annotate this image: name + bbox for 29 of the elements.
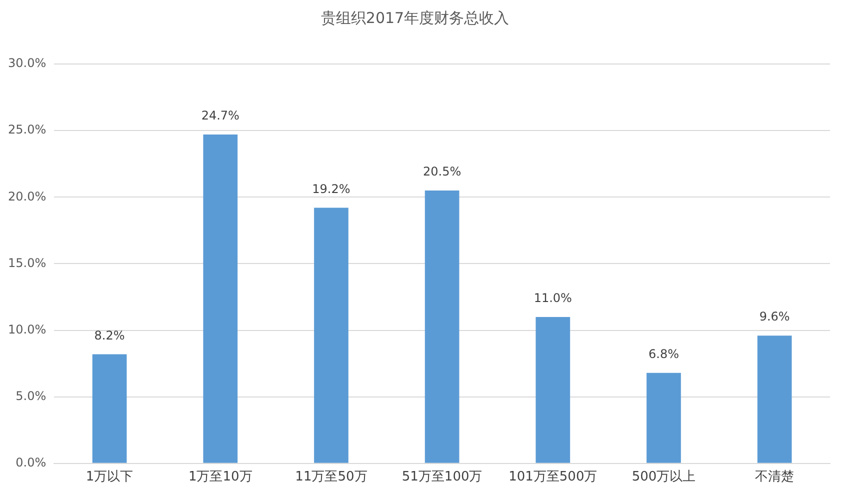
x-tick-label: 1万至10万 [188,470,252,485]
y-tick-label: 15.0% [8,256,46,270]
y-tick-label: 5.0% [16,388,46,403]
data-label: 8.2% [94,328,125,342]
data-label: 20.5% [423,164,462,179]
bar [92,354,127,463]
data-label: 9.6% [759,310,790,324]
chart-title: 贵组织2017年度财务总收入 [320,8,510,27]
x-tick-label: 51万至100万 [402,470,482,485]
bar [203,134,238,463]
bar [536,316,570,463]
x-tick-label: 11万至50万 [295,470,368,485]
bar [314,208,348,463]
y-tick-label: 25.0% [8,122,46,137]
x-tick-label: 不清楚 [755,470,794,485]
x-tick-label: 500万以上 [632,470,696,485]
x-tick-label: 101万至500万 [508,470,598,485]
x-tick-label: 1万以下 [86,470,134,485]
y-tick-label: 10.0% [8,322,46,336]
y-tick-label: 0.0% [16,456,46,470]
data-label: 24.7% [201,108,240,123]
y-tick-label: 30.0% [8,56,46,70]
data-label: 11.0% [534,291,572,306]
bar [757,336,792,463]
bar [424,190,460,463]
bar [646,372,681,463]
y-tick-label: 20.0% [8,189,46,204]
data-label: 19.2% [312,182,350,196]
data-label: 6.8% [648,346,679,361]
